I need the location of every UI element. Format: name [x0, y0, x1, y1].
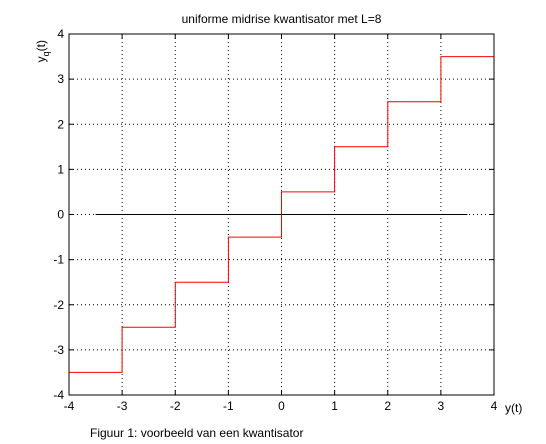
x-tick-label: -2 — [170, 399, 181, 413]
y-tick-label: 3 — [57, 72, 64, 86]
x-tick-label: 2 — [384, 399, 391, 413]
x-tick-label: 3 — [438, 399, 445, 413]
y-tick-label: -3 — [53, 343, 64, 357]
y-tick-label: 2 — [57, 117, 64, 131]
chart: -4 -3 -2 -1 0 1 2 3 4 -4 -3 -2 -1 0 1 2 3 4 uniforme midri… — [34, 12, 522, 415]
y-axis-label: yq(t) — [34, 40, 51, 62]
y-tick-label: 4 — [57, 27, 64, 41]
x-tick-label: -4 — [64, 399, 75, 413]
figure-caption: Figuur 1: voorbeeld van een kwantisator — [90, 426, 304, 440]
x-tick-label: 0 — [278, 399, 285, 413]
x-axis-label: y(t) — [505, 401, 522, 415]
x-tick-label: -3 — [117, 399, 128, 413]
y-tick-label: -2 — [53, 298, 64, 312]
x-tick-label: -1 — [223, 399, 234, 413]
y-tick-label: -1 — [53, 253, 64, 267]
x-tick-label: 1 — [331, 399, 338, 413]
y-tick-label: -4 — [53, 388, 64, 402]
y-tick-label: 1 — [57, 162, 64, 176]
y-tick-label: 0 — [57, 208, 64, 222]
x-tick-label: 4 — [491, 399, 498, 413]
chart-title: uniforme midrise kwantisator met L=8 — [182, 12, 382, 26]
